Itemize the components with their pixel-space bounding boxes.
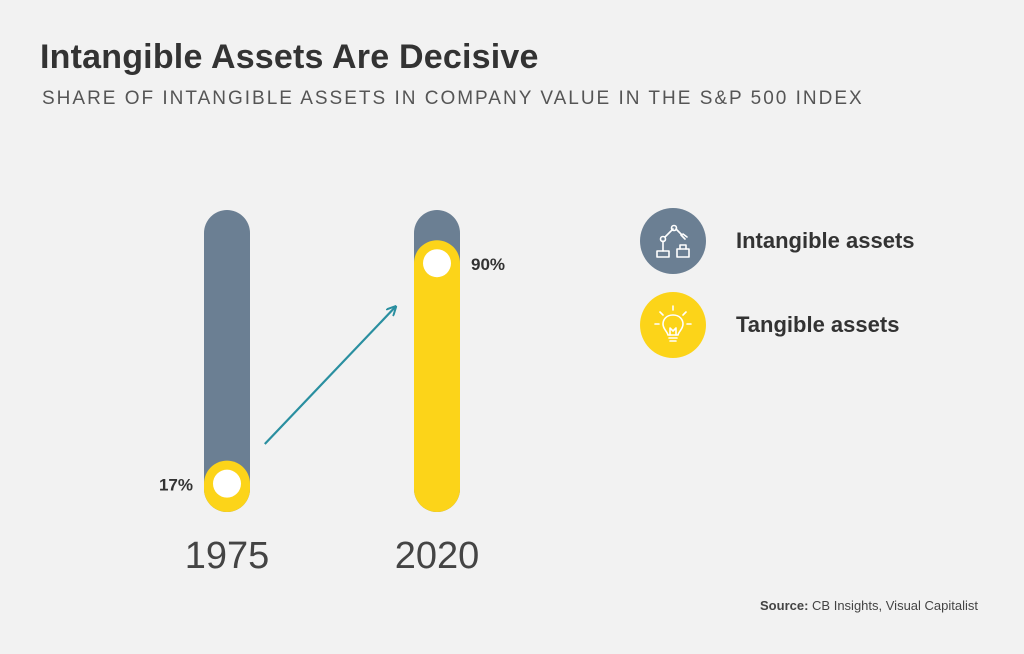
source-label: Source: — [760, 598, 809, 613]
bar-marker-1975 — [213, 469, 241, 498]
chart-subtitle: SHARE OF INTANGIBLE ASSETS IN COMPANY VA… — [42, 88, 864, 109]
category-label-2020: 2020 — [395, 535, 480, 577]
robot-arm-icon — [640, 208, 706, 274]
legend-label-intangible: Intangible assets — [736, 228, 915, 253]
chart-title: Intangible Assets Are Decisive — [40, 38, 539, 76]
source-note: Source: CB Insights, Visual Capitalist — [760, 598, 978, 613]
bar-background-1975 — [204, 210, 250, 512]
trend-arrow — [264, 307, 395, 445]
legend: Intangible assets Tangible assets — [640, 208, 915, 376]
data-label-1975: 17% — [159, 476, 193, 495]
bar-marker-2020 — [423, 249, 451, 278]
bar-fill-2020 — [414, 240, 460, 512]
legend-item-tangible: Tangible assets — [640, 292, 915, 358]
source-text: CB Insights, Visual Capitalist — [812, 598, 978, 613]
legend-item-intangible: Intangible assets — [640, 208, 915, 274]
lightbulb-icon — [640, 292, 706, 358]
data-label-2020: 90% — [471, 255, 505, 274]
legend-label-tangible: Tangible assets — [736, 312, 900, 337]
category-label-1975: 1975 — [185, 535, 270, 577]
